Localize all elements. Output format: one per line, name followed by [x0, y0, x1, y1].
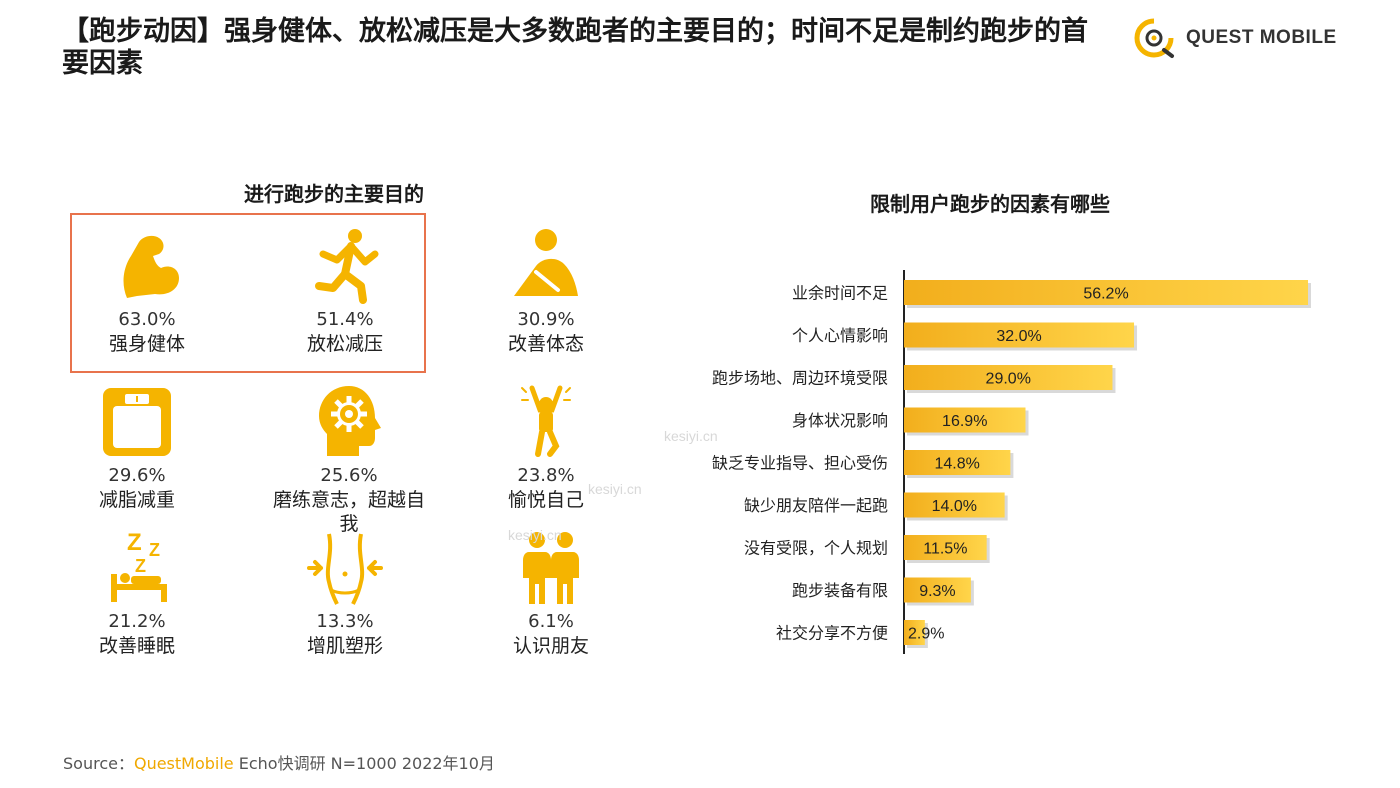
- purpose-label: 强身健体: [108, 333, 185, 355]
- logo-text: QUEST MOBILE: [1186, 27, 1337, 48]
- category-label: 跑步装备有限: [792, 581, 888, 600]
- celebrating-person-icon: [521, 385, 571, 457]
- bar: [904, 492, 1005, 518]
- purpose-label: 改善体态: [507, 333, 584, 355]
- logo-mark-icon: [1134, 18, 1174, 58]
- purpose-section-title: 进行跑步的主要目的: [244, 182, 424, 206]
- head-gear-icon: [319, 386, 381, 456]
- category-label: 个人心情影响: [792, 326, 888, 345]
- purpose-item: 51.4% 放松减压: [260, 226, 430, 356]
- category-label: 跑步场地、周边环境受限: [712, 369, 888, 388]
- muscle-arm-icon: [123, 235, 179, 298]
- stretching-person-icon: [514, 229, 578, 296]
- category-label: 身体状况影响: [792, 411, 888, 430]
- svg-text:Z: Z: [127, 529, 142, 556]
- watermark-text: kesiyi.cn: [588, 481, 642, 497]
- svg-text:Z: Z: [149, 540, 160, 560]
- bar: [904, 450, 1011, 475]
- data-label: 2.9%: [908, 626, 944, 643]
- bar: [904, 577, 971, 603]
- purpose-value: 25.6%: [320, 465, 378, 486]
- svg-text:Z: Z: [135, 556, 146, 576]
- data-label: 56.2%: [1083, 286, 1128, 303]
- purpose-value: 6.1%: [528, 611, 574, 632]
- two-people-icon: [523, 532, 579, 604]
- source-brand: QuestMobile: [133, 754, 234, 773]
- waist-shape-icon: [307, 533, 383, 605]
- scale-icon: [103, 388, 171, 456]
- source-note: Source：QuestMobile Echo快调研 N=1000 2022年1…: [63, 750, 495, 774]
- purpose-item: 6.1% 认识朋友: [466, 528, 636, 658]
- sleep-bed-icon: Z Z Z: [111, 529, 167, 602]
- purpose-label: 愉悦自己: [507, 489, 584, 511]
- purpose-label: 放松减压: [306, 333, 383, 355]
- source-detail: Echo快调研 N=1000 2022年10月: [233, 754, 495, 773]
- top-purposes-highlight: [70, 213, 426, 373]
- category-label: 缺乏专业指导、担心受伤: [712, 454, 888, 473]
- category-label: 缺少朋友陪伴一起跑: [744, 496, 888, 515]
- data-label: 14.0%: [932, 498, 977, 515]
- quest-mobile-logo: QUEST MOBILE: [1130, 14, 1337, 62]
- purpose-value: 21.2%: [108, 611, 166, 632]
- watermark-text: kesiyi.cn: [664, 428, 718, 444]
- purpose-value: 29.6%: [108, 465, 166, 486]
- purpose-label: 增肌塑形: [306, 635, 383, 657]
- purpose-item: 63.0% 强身健体: [62, 226, 232, 356]
- purpose-value: 23.8%: [517, 465, 575, 486]
- bar: [904, 280, 1308, 305]
- purpose-label: 磨练意志，超越自我: [272, 489, 425, 535]
- data-label: 9.3%: [919, 583, 955, 600]
- purpose-label: 认识朋友: [512, 635, 589, 657]
- bar: [904, 365, 1113, 390]
- source-prefix: Source：: [63, 754, 134, 773]
- purpose-label: 减脂减重: [98, 489, 175, 511]
- data-label: 16.9%: [942, 413, 987, 430]
- purpose-value: 51.4%: [316, 309, 374, 330]
- bar: [904, 620, 925, 645]
- purpose-item: 30.9% 改善体态: [461, 226, 631, 356]
- bar: [904, 322, 1135, 348]
- purpose-value: 13.3%: [316, 611, 374, 632]
- purpose-value: 30.9%: [517, 309, 575, 330]
- bar: [904, 407, 1026, 433]
- bar: [904, 535, 987, 560]
- data-label: 11.5%: [923, 541, 967, 558]
- purpose-item: 23.8% 愉悦自己: [461, 382, 631, 512]
- purpose-item: 29.6% 减脂减重: [52, 382, 222, 512]
- purpose-item: 13.3% 增肌塑形: [260, 528, 430, 658]
- category-label: 业余时间不足: [792, 284, 888, 303]
- purpose-value: 63.0%: [118, 309, 176, 330]
- data-label: 32.0%: [996, 328, 1041, 345]
- category-label: 社交分享不方便: [776, 624, 888, 643]
- chart-title: 限制用户跑步的因素有哪些: [870, 192, 1110, 216]
- purpose-item: 25.6% 磨练意志，超越自我: [264, 382, 434, 536]
- purpose-item: Z Z Z 21.2% 改善睡眠: [52, 528, 222, 658]
- constraint-bar-chart: 业余时间不足 56.2% 个人心情影响 32.0% 跑步场地、周边环境受限 29.0% 身体…: [712, 270, 1311, 654]
- watermark-text: kesiyi.cn: [508, 527, 562, 543]
- page-title: 【跑步动因】强身健体、放松减压是大多数跑者的主要目的；时间不足是制约跑步的首要因…: [62, 16, 1088, 79]
- data-label: 29.0%: [986, 371, 1031, 388]
- data-label: 14.8%: [935, 456, 980, 473]
- runner-icon: [315, 229, 379, 304]
- category-label: 没有受限，个人规划: [744, 539, 888, 558]
- purpose-label: 改善睡眠: [98, 635, 175, 657]
